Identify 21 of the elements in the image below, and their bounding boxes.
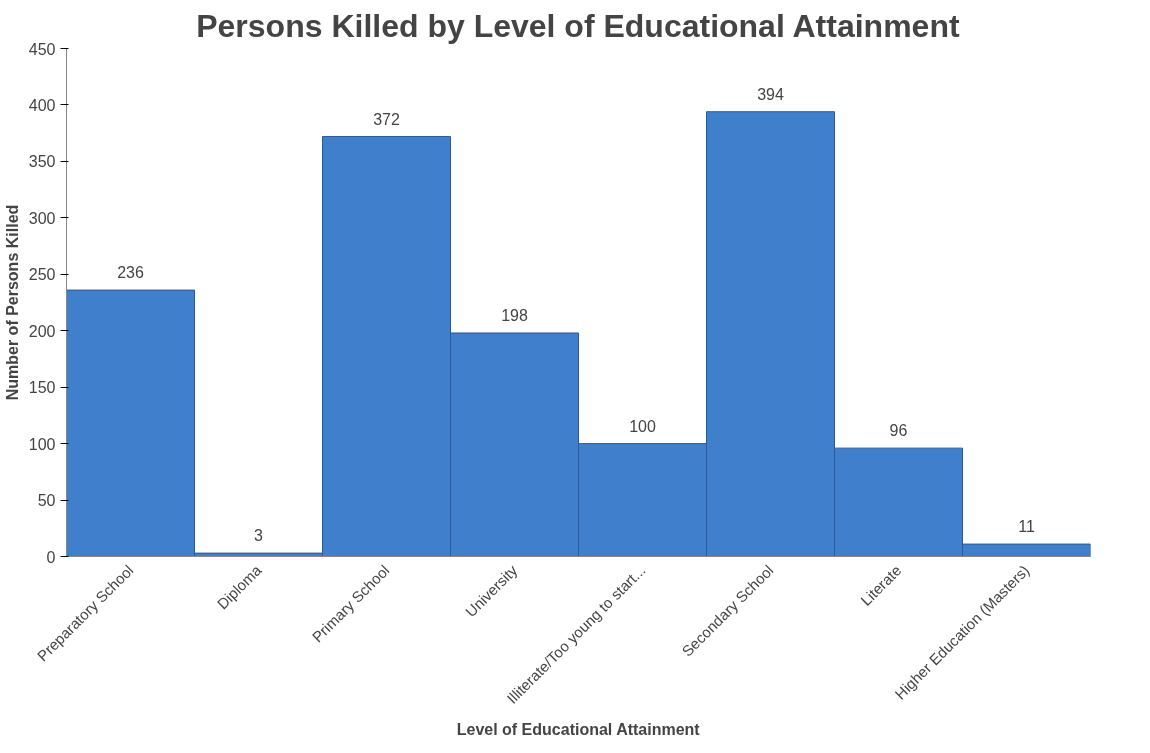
y-tick-label: 200 [28, 322, 56, 340]
data-label: 198 [501, 306, 528, 324]
y-tick-label: 100 [28, 435, 56, 453]
y-tick-label: 0 [46, 548, 56, 566]
y-tick-label: 150 [28, 379, 56, 397]
y-axis-title: Number of Persons Killed [3, 204, 21, 401]
data-label: 11 [1018, 518, 1035, 536]
y-tick-label: 350 [28, 153, 56, 171]
data-label: 236 [117, 264, 144, 282]
chart-title: Persons Killed by Level of Educational Attainment [196, 7, 960, 44]
data-label: 100 [629, 417, 656, 435]
data-label: 3 [254, 527, 264, 545]
y-tick-label: 50 [37, 492, 56, 510]
data-label: 96 [889, 422, 908, 440]
data-label: 372 [373, 110, 400, 128]
y-tick-label: 450 [28, 40, 56, 58]
x-axis-title: Level of Educational Attainment [456, 720, 701, 738]
y-tick-label: 300 [28, 209, 56, 227]
y-tick-label: 250 [28, 266, 56, 284]
data-label: 394 [757, 85, 784, 103]
y-tick-label: 400 [28, 96, 56, 114]
